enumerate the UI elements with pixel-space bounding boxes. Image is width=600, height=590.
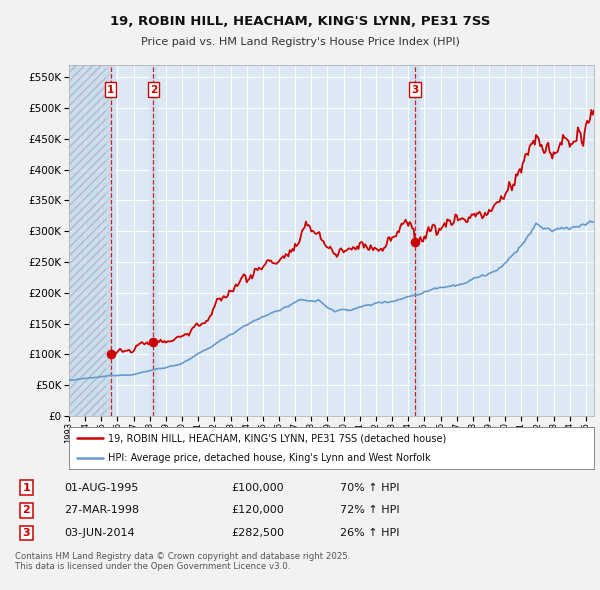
Text: 2: 2 <box>23 506 30 515</box>
Text: 26% ↑ HPI: 26% ↑ HPI <box>340 528 400 538</box>
Text: Contains HM Land Registry data © Crown copyright and database right 2025.: Contains HM Land Registry data © Crown c… <box>15 552 350 560</box>
Point <box>106 350 115 359</box>
Point <box>149 337 158 347</box>
Text: 72% ↑ HPI: 72% ↑ HPI <box>340 506 400 515</box>
Text: £120,000: £120,000 <box>231 506 284 515</box>
Text: 27-MAR-1998: 27-MAR-1998 <box>64 506 139 515</box>
Text: This data is licensed under the Open Government Licence v3.0.: This data is licensed under the Open Gov… <box>15 562 290 571</box>
Text: Price paid vs. HM Land Registry's House Price Index (HPI): Price paid vs. HM Land Registry's House … <box>140 37 460 47</box>
Text: 70% ↑ HPI: 70% ↑ HPI <box>340 483 400 493</box>
Text: 3: 3 <box>23 528 30 538</box>
Text: £282,500: £282,500 <box>231 528 284 538</box>
Text: 19, ROBIN HILL, HEACHAM, KING'S LYNN, PE31 7SS (detached house): 19, ROBIN HILL, HEACHAM, KING'S LYNN, PE… <box>109 433 446 443</box>
Text: £100,000: £100,000 <box>231 483 284 493</box>
Text: 03-JUN-2014: 03-JUN-2014 <box>64 528 134 538</box>
Bar <box>106 65 116 416</box>
Bar <box>149 65 158 416</box>
Text: 1: 1 <box>23 483 30 493</box>
Text: 1: 1 <box>107 84 115 94</box>
Text: HPI: Average price, detached house, King's Lynn and West Norfolk: HPI: Average price, detached house, King… <box>109 453 431 463</box>
Text: 2: 2 <box>150 84 157 94</box>
Text: 19, ROBIN HILL, HEACHAM, KING'S LYNN, PE31 7SS: 19, ROBIN HILL, HEACHAM, KING'S LYNN, PE… <box>110 15 490 28</box>
Point <box>410 237 420 247</box>
Text: 01-AUG-1995: 01-AUG-1995 <box>64 483 138 493</box>
Text: 3: 3 <box>412 84 419 94</box>
Bar <box>69 65 110 416</box>
Bar <box>410 65 420 416</box>
